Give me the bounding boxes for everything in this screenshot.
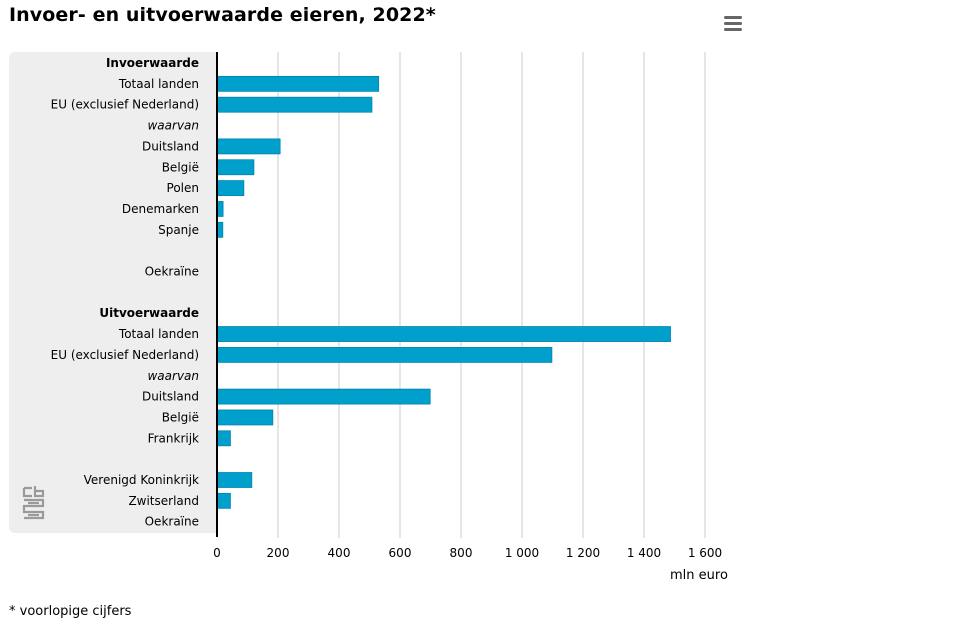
bar bbox=[216, 75, 380, 92]
x-tick-label: 200 bbox=[267, 546, 290, 560]
hamburger-menu-button[interactable] bbox=[720, 12, 746, 34]
bar bbox=[216, 409, 274, 426]
bar bbox=[216, 326, 671, 342]
x-tick-label: 1 600 bbox=[688, 546, 722, 560]
category-label: Verenigd Koninkrijk bbox=[84, 473, 199, 487]
bar bbox=[216, 159, 255, 176]
bar bbox=[216, 180, 245, 197]
category-label: EU (exclusief Nederland) bbox=[51, 98, 199, 112]
x-tick-label: 1 000 bbox=[505, 546, 539, 560]
chart-title: Invoer- en uitvoerwaarde eieren, 2022* bbox=[9, 4, 436, 26]
category-label: Totaal landen bbox=[118, 327, 199, 341]
x-tick-label: 1 400 bbox=[627, 546, 661, 560]
footnote: * voorlopige cijfers bbox=[9, 604, 132, 619]
bar bbox=[216, 346, 553, 363]
x-tick-label: 1 200 bbox=[566, 546, 600, 560]
category-label: Oekraïne bbox=[145, 265, 199, 279]
x-tick-label: 0 bbox=[213, 546, 221, 560]
bar bbox=[216, 388, 431, 405]
category-label: Duitsland bbox=[142, 390, 199, 404]
category-label: Invoerwaarde bbox=[106, 56, 199, 70]
category-label: België bbox=[162, 160, 199, 174]
category-label: Uitvoerwaarde bbox=[99, 306, 199, 320]
category-label: Totaal landen bbox=[118, 77, 199, 91]
category-label: Zwitserland bbox=[128, 494, 199, 508]
category-label: Oekraïne bbox=[145, 515, 199, 529]
cbs-logo-icon bbox=[22, 486, 45, 520]
x-tick-label: 600 bbox=[389, 546, 412, 560]
x-tick-label: 800 bbox=[450, 546, 473, 560]
category-label: Frankrijk bbox=[148, 431, 199, 445]
x-axis-label: mln euro bbox=[670, 568, 728, 583]
hamburger-menu-icon bbox=[724, 28, 742, 31]
category-label: Spanje bbox=[158, 223, 199, 237]
bar bbox=[216, 96, 373, 113]
bar bbox=[216, 492, 231, 509]
category-label: waarvan bbox=[147, 369, 199, 383]
bar bbox=[216, 430, 231, 447]
hamburger-menu-icon bbox=[724, 16, 742, 19]
x-tick-label: 400 bbox=[328, 546, 351, 560]
hamburger-menu-icon bbox=[724, 22, 742, 25]
category-label: EU (exclusief Nederland) bbox=[51, 348, 199, 362]
category-label: Duitsland bbox=[142, 139, 199, 153]
category-label: België bbox=[162, 410, 199, 424]
category-label: waarvan bbox=[147, 119, 199, 133]
bar bbox=[216, 472, 253, 488]
category-label-panel bbox=[9, 52, 216, 533]
bar bbox=[216, 138, 281, 155]
category-label: Polen bbox=[167, 181, 199, 195]
category-label: Denemarken bbox=[122, 202, 199, 216]
